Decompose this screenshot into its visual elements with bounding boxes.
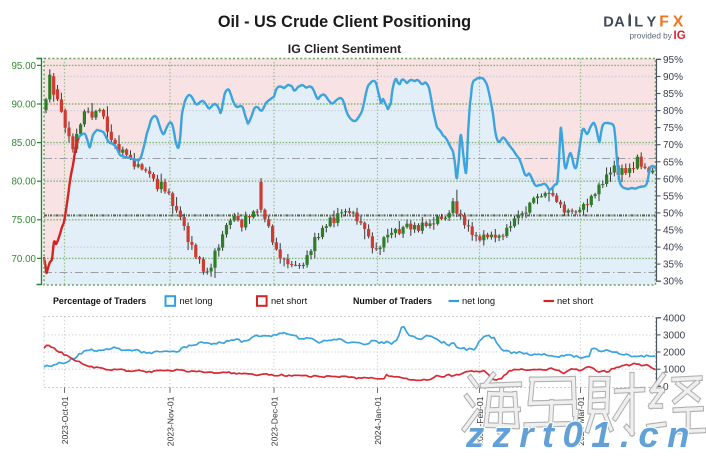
- svg-text:2023-Nov-01: 2023-Nov-01: [165, 396, 175, 446]
- svg-text:D: D: [603, 14, 614, 30]
- svg-text:2024-Mar-01: 2024-Mar-01: [576, 396, 586, 445]
- svg-text:net long: net long: [180, 296, 213, 306]
- svg-text:0: 0: [663, 382, 669, 393]
- svg-text:Oil - US Crude Client Position: Oil - US Crude Client Positioning: [218, 13, 471, 31]
- svg-text:Percentage of Traders: Percentage of Traders: [53, 296, 146, 306]
- svg-text:Number of Traders: Number of Traders: [353, 296, 432, 306]
- svg-text:80.00: 80.00: [11, 177, 36, 188]
- svg-text:2023-Dec-01: 2023-Dec-01: [269, 396, 279, 446]
- svg-text:75%: 75%: [663, 123, 683, 134]
- svg-text:net long: net long: [462, 296, 495, 306]
- svg-text:95%: 95%: [663, 55, 683, 66]
- svg-text:net short: net short: [271, 296, 308, 306]
- svg-text:60%: 60%: [663, 174, 683, 185]
- svg-text:95.00: 95.00: [11, 61, 36, 72]
- svg-text:85%: 85%: [663, 89, 683, 100]
- svg-text:70.00: 70.00: [11, 254, 36, 265]
- svg-text:IG: IG: [674, 30, 686, 42]
- svg-text:40%: 40%: [663, 243, 683, 254]
- svg-text:2023-Oct-01: 2023-Oct-01: [60, 396, 70, 444]
- svg-text:50%: 50%: [663, 208, 683, 219]
- svg-text:90.00: 90.00: [11, 99, 36, 110]
- svg-text:70%: 70%: [663, 140, 683, 151]
- svg-text:65%: 65%: [663, 157, 683, 168]
- svg-text:2000: 2000: [663, 348, 686, 359]
- svg-text:85.00: 85.00: [11, 138, 36, 149]
- svg-text:45%: 45%: [663, 226, 683, 237]
- svg-text:30%: 30%: [663, 277, 683, 288]
- svg-text:3000: 3000: [663, 330, 686, 341]
- svg-text:A: A: [614, 14, 625, 30]
- svg-text:1000: 1000: [663, 365, 686, 376]
- svg-text:80%: 80%: [663, 106, 683, 117]
- svg-text:75.00: 75.00: [11, 215, 36, 226]
- svg-text:provided by: provided by: [630, 31, 673, 40]
- svg-text:F: F: [659, 13, 669, 30]
- svg-text:IG Client Sentiment: IG Client Sentiment: [288, 42, 401, 56]
- svg-text:X: X: [673, 13, 684, 30]
- svg-text:55%: 55%: [663, 191, 683, 202]
- svg-text:2024-Jan-01: 2024-Jan-01: [373, 396, 383, 444]
- svg-text:net short: net short: [557, 296, 594, 306]
- svg-text:zzrt01.cn: zzrt01.cn: [465, 414, 698, 453]
- svg-text:35%: 35%: [663, 260, 683, 271]
- svg-text:L: L: [634, 14, 643, 30]
- svg-text:4000: 4000: [663, 313, 686, 324]
- svg-text:Y: Y: [647, 14, 657, 30]
- svg-text:90%: 90%: [663, 72, 683, 83]
- svg-text:2024-Feb-01: 2024-Feb-01: [475, 396, 485, 445]
